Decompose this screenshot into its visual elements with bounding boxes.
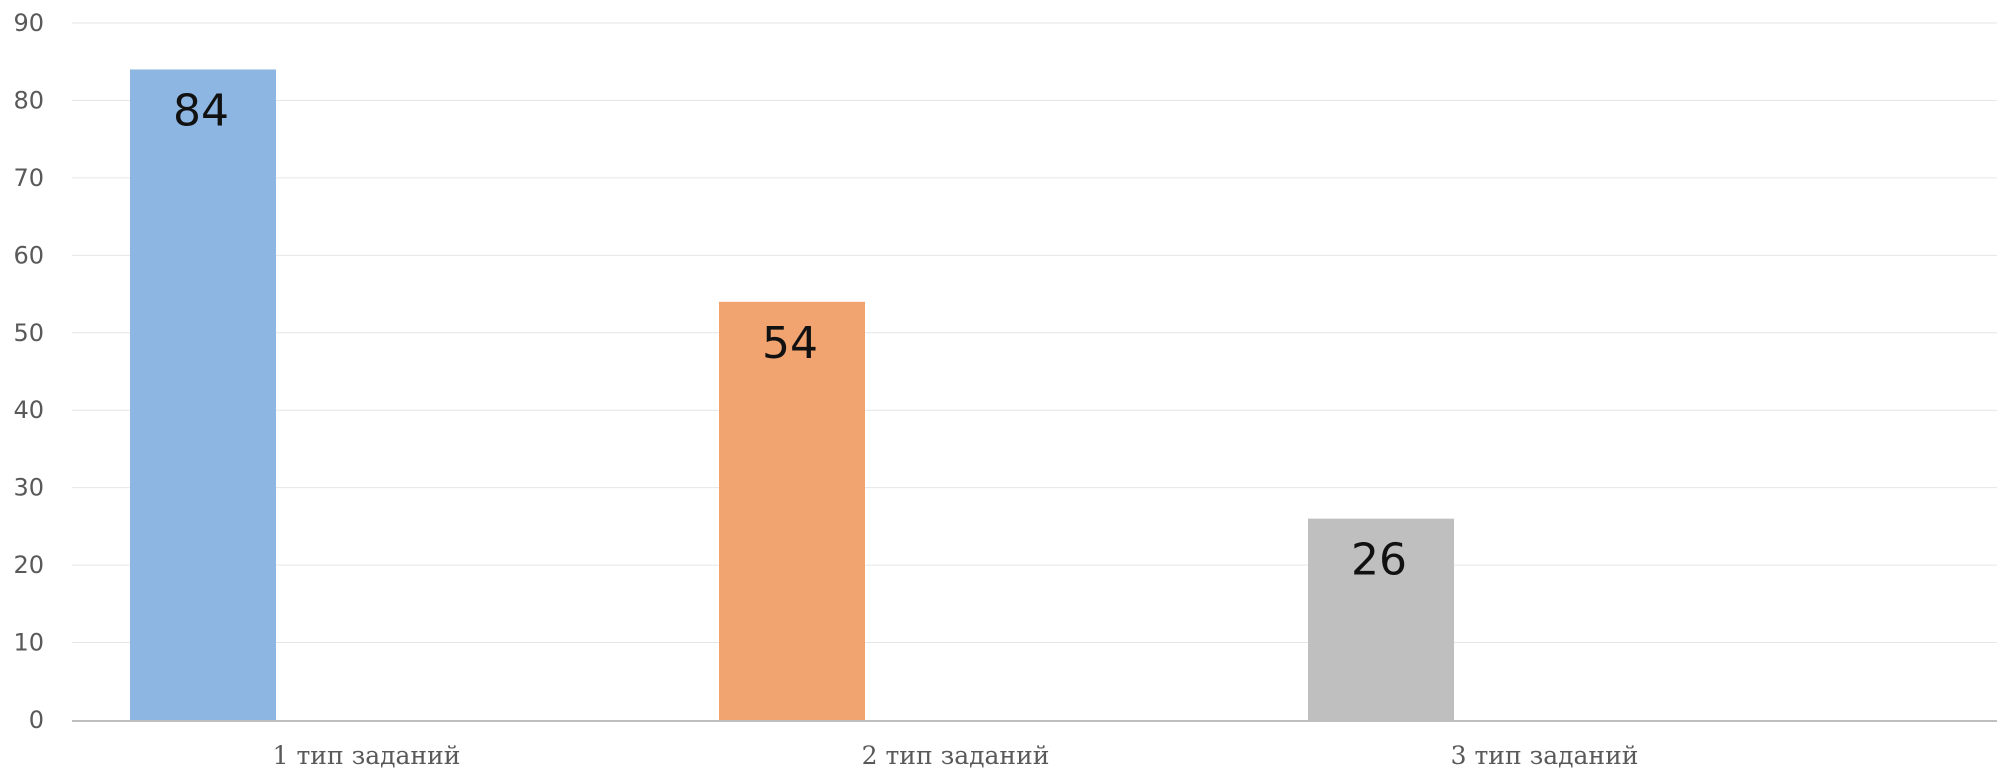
- category-label-1: 1 тип заданий: [273, 741, 461, 770]
- y-tick-label: 20: [13, 551, 44, 579]
- data-label-2: 54: [762, 318, 818, 369]
- y-tick-label: 50: [13, 319, 44, 347]
- category-label-2: 2 тип заданий: [862, 741, 1050, 770]
- y-tick-label: 0: [29, 706, 44, 734]
- data-label-3: 26: [1351, 535, 1407, 586]
- y-tick-label: 40: [13, 396, 44, 424]
- y-tick-label: 10: [13, 629, 44, 657]
- axes: 0 10 20 30 40 50 60 70 80 90: [13, 9, 1997, 734]
- bar-3: [1308, 518, 1454, 720]
- bar-2: [719, 301, 865, 720]
- gridlines: [72, 22, 1997, 644]
- category-label-3: 3 тип заданий: [1451, 741, 1639, 770]
- data-label-1: 84: [173, 85, 229, 136]
- bars: [130, 69, 1454, 720]
- bar-1: [130, 69, 276, 720]
- y-tick-label: 90: [13, 9, 44, 37]
- y-tick-label: 60: [13, 241, 44, 269]
- y-tick-label: 30: [13, 474, 44, 502]
- labels: 84 1 тип заданий 54 2 тип заданий 26 3 тип за…: [173, 85, 1638, 770]
- y-tick-label: 80: [13, 86, 44, 114]
- y-tick-label: 70: [13, 164, 44, 192]
